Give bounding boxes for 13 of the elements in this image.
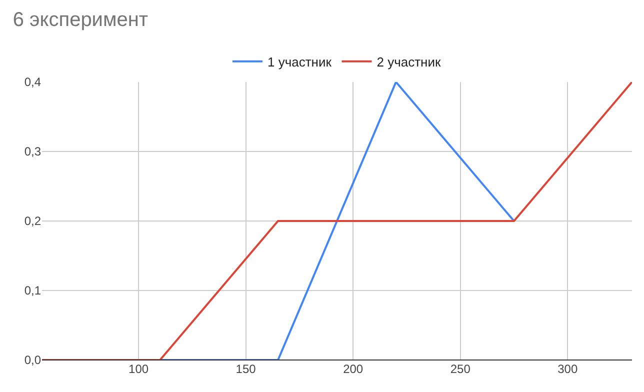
x-tick-label: 250 xyxy=(450,362,471,376)
legend-label: 1 участник xyxy=(268,54,332,70)
y-tick-label: 0,2 xyxy=(24,214,42,228)
y-tick-label: 0,4 xyxy=(24,75,42,90)
y-tick-label: 0,3 xyxy=(24,144,42,159)
x-tick-label: 150 xyxy=(236,362,256,376)
x-tick-label: 100 xyxy=(128,362,149,376)
y-tick-label: 0,1 xyxy=(24,284,42,298)
y-tick-label: 0,0 xyxy=(24,353,42,368)
legend-label: 2 участник xyxy=(376,54,441,70)
x-tick-label: 300 xyxy=(558,362,578,376)
x-tick-label: 200 xyxy=(343,362,364,376)
chart-title: 6 эксперимент xyxy=(12,8,148,31)
